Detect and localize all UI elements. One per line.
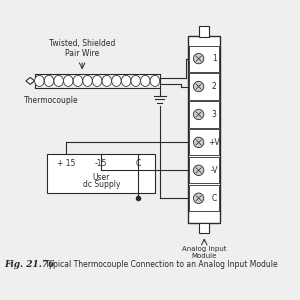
Text: Twisted, Shielded
Pair Wire: Twisted, Shielded Pair Wire	[49, 39, 115, 58]
Text: dc Supply: dc Supply	[83, 180, 120, 189]
Ellipse shape	[83, 75, 92, 86]
Ellipse shape	[54, 75, 63, 86]
Ellipse shape	[141, 75, 150, 86]
Text: C: C	[136, 160, 141, 169]
Bar	[189, 129, 219, 155]
Text: Typical Thermocouple Connection to an Analog Input Module: Typical Thermocouple Connection to an An…	[45, 260, 278, 269]
Circle shape	[194, 53, 204, 64]
Ellipse shape	[112, 75, 121, 86]
Ellipse shape	[73, 75, 83, 86]
Ellipse shape	[44, 75, 54, 86]
Circle shape	[194, 137, 204, 148]
Bar	[188, 36, 220, 224]
Ellipse shape	[64, 75, 73, 86]
Bar	[189, 74, 219, 100]
Bar	[199, 223, 209, 233]
Text: + 15: + 15	[57, 160, 76, 169]
Bar	[189, 101, 219, 128]
Bar	[189, 157, 219, 183]
Text: Analog Input
Module: Analog Input Module	[182, 246, 226, 259]
Circle shape	[194, 165, 204, 175]
Ellipse shape	[34, 75, 44, 86]
Text: 1: 1	[212, 54, 217, 63]
Text: Thermocouple: Thermocouple	[24, 97, 79, 106]
Ellipse shape	[92, 75, 102, 86]
Polygon shape	[26, 77, 34, 84]
Ellipse shape	[131, 75, 140, 86]
Circle shape	[194, 193, 204, 203]
Circle shape	[194, 109, 204, 120]
Text: 2: 2	[212, 82, 217, 91]
Circle shape	[194, 81, 204, 92]
Text: C: C	[212, 194, 217, 203]
Text: -15: -15	[95, 160, 107, 169]
Bar	[199, 26, 209, 37]
Text: Fig. 21.76: Fig. 21.76	[4, 260, 55, 269]
Ellipse shape	[121, 75, 131, 86]
Bar	[47, 154, 155, 193]
Bar	[189, 46, 219, 72]
Text: -V: -V	[210, 166, 218, 175]
Ellipse shape	[102, 75, 112, 86]
Ellipse shape	[150, 75, 160, 86]
Text: 3: 3	[212, 110, 217, 119]
Text: User: User	[93, 173, 110, 182]
Text: +V: +V	[208, 138, 220, 147]
Bar	[189, 185, 219, 211]
